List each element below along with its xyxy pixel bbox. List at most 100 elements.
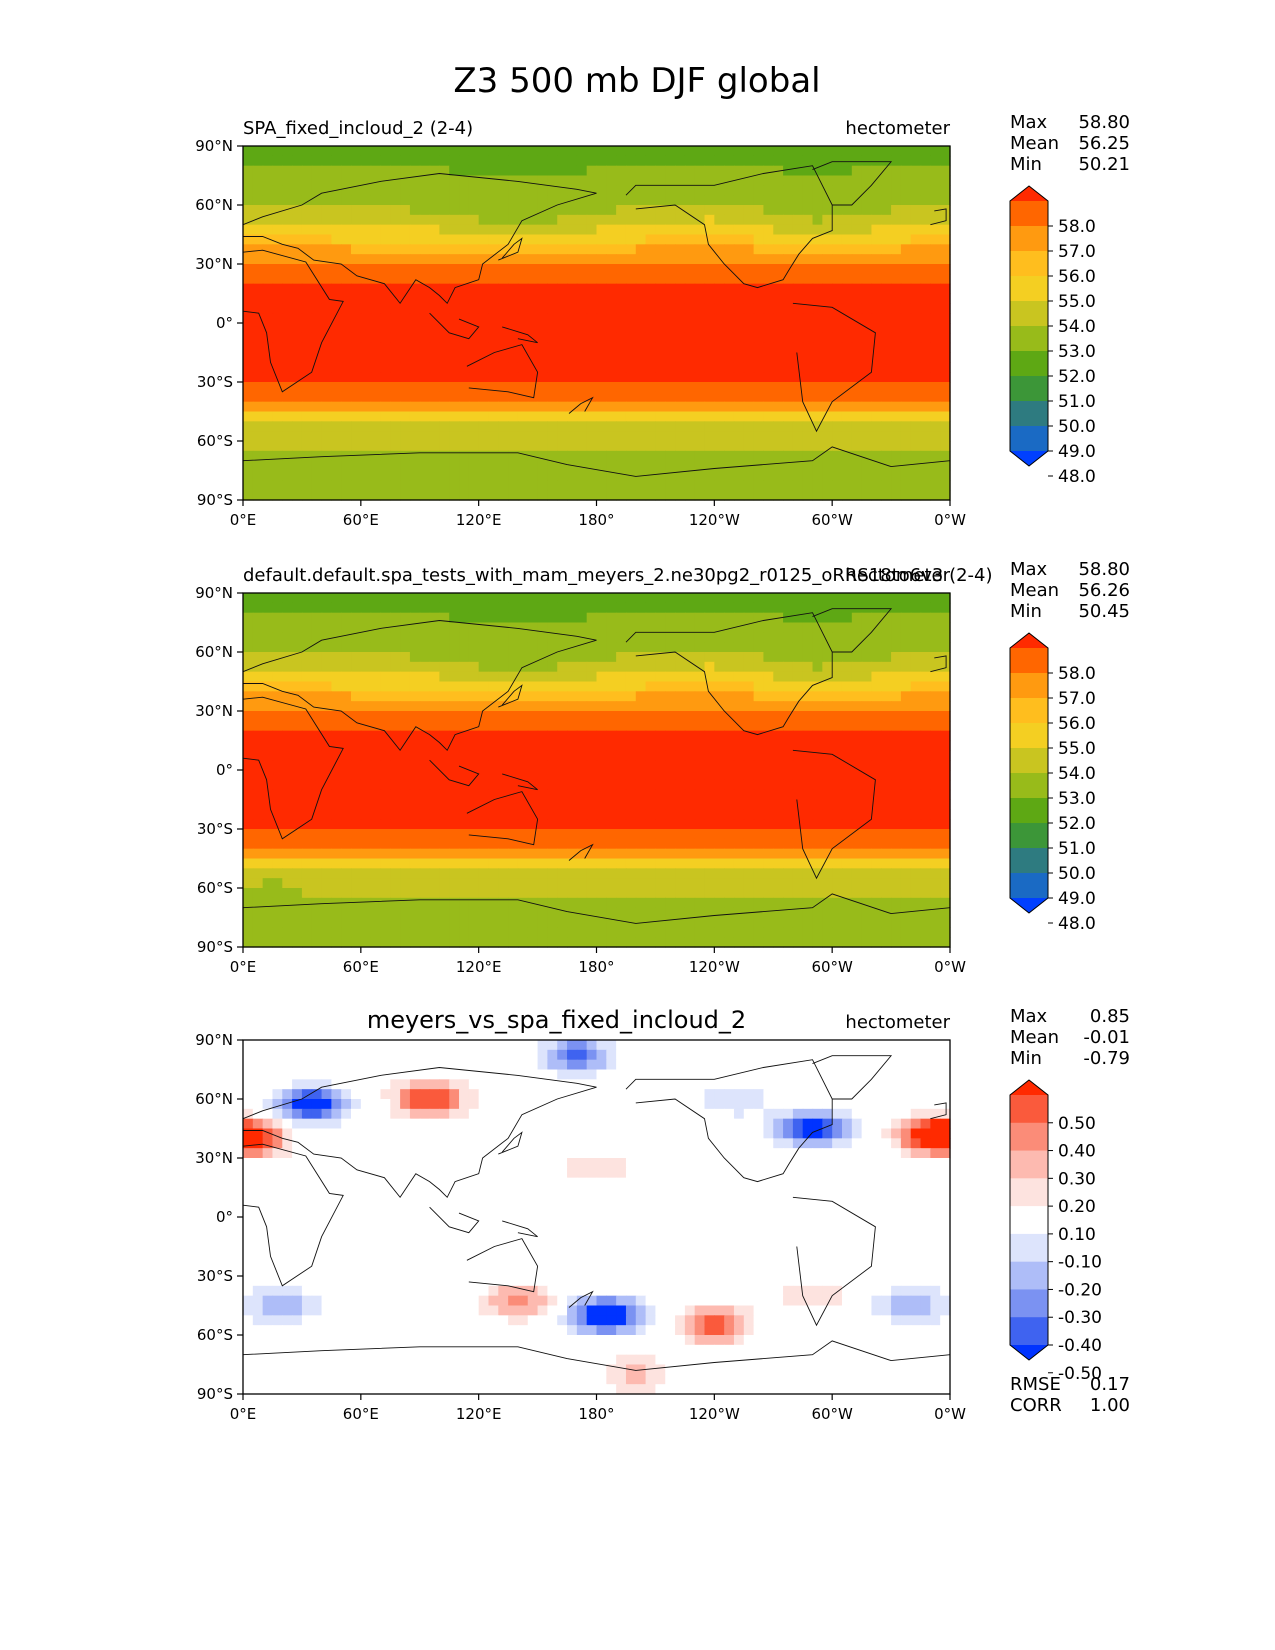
field-cell	[792, 352, 804, 363]
field-cell	[370, 799, 382, 810]
field-cell	[684, 283, 696, 295]
field-cell	[311, 165, 323, 177]
field-cell	[272, 858, 283, 869]
field-cell	[301, 602, 313, 614]
field-cell	[714, 460, 725, 472]
field-cell	[900, 602, 912, 614]
field-cell	[370, 352, 382, 363]
field-cell	[802, 224, 814, 236]
field-cell	[763, 671, 774, 683]
field-cell	[724, 838, 735, 850]
field-cell	[488, 234, 499, 245]
field-cell	[596, 431, 607, 442]
field-cell	[468, 760, 480, 771]
field-cell	[841, 829, 853, 840]
field-cell	[871, 342, 882, 354]
field-cell	[360, 711, 372, 722]
field-cell	[783, 819, 794, 830]
field-cell	[733, 332, 745, 344]
field-cell	[468, 342, 480, 354]
field-cell	[409, 323, 421, 334]
field-cell	[390, 878, 401, 889]
field-cell	[635, 401, 647, 413]
field-cell	[586, 760, 598, 771]
field-cell	[616, 612, 627, 624]
field-cell	[881, 848, 892, 860]
field-cell	[282, 490, 293, 501]
field-cell	[537, 819, 548, 830]
field-cell	[478, 391, 490, 403]
field-cell	[900, 303, 912, 314]
field-cell	[243, 750, 254, 761]
field-cell	[478, 490, 490, 501]
field-cell	[802, 819, 814, 830]
field-cell	[606, 185, 617, 196]
field-cell	[547, 450, 558, 462]
field-cell	[380, 632, 391, 643]
field-cell	[567, 829, 578, 840]
field-cell	[753, 740, 765, 751]
field-cell	[272, 760, 283, 771]
field-cell	[920, 146, 931, 157]
field-cell	[596, 779, 607, 791]
field-cell	[351, 652, 362, 663]
field-cell	[390, 382, 401, 393]
field-cell	[822, 642, 833, 653]
field-cell	[881, 411, 892, 422]
field-cell	[851, 593, 863, 604]
field-cell	[380, 642, 391, 653]
field-cell	[891, 878, 902, 889]
field-cell	[586, 740, 598, 751]
field-cell	[920, 730, 931, 742]
field-cell	[292, 411, 303, 422]
field-cell	[625, 254, 637, 265]
field-cell	[409, 441, 421, 452]
field-cell	[321, 652, 332, 663]
field-cell	[360, 264, 372, 275]
field-cell	[498, 185, 509, 196]
field-cell	[724, 224, 735, 236]
field-cell	[351, 313, 362, 324]
field-cell	[478, 195, 490, 206]
field-cell	[900, 244, 912, 255]
field-cell	[478, 401, 490, 413]
field-cell	[586, 858, 598, 869]
field-cell	[380, 382, 391, 393]
field-cell	[812, 254, 823, 265]
field-cell	[537, 897, 548, 909]
field-cell	[468, 146, 480, 157]
field-cell	[655, 342, 666, 354]
field-cell	[940, 431, 951, 442]
field-cell	[370, 848, 382, 860]
field-cell	[900, 224, 912, 236]
field-cell	[724, 868, 735, 879]
field-cell	[665, 460, 676, 472]
field-cell	[321, 770, 332, 781]
field-cell	[576, 829, 588, 840]
field-cell	[292, 401, 303, 413]
field-cell	[773, 303, 784, 314]
field-cell	[488, 789, 499, 801]
field-cell	[940, 740, 951, 751]
field-cell	[655, 470, 666, 481]
field-cell	[851, 165, 863, 177]
field-cell	[301, 661, 313, 673]
field-cell	[714, 372, 725, 383]
field-cell	[724, 273, 735, 285]
field-cell	[409, 460, 421, 472]
field-cell	[419, 652, 431, 663]
field-cell	[665, 829, 676, 840]
figure-title: Z3 500 mb DJF global	[453, 61, 820, 101]
field-cell	[508, 332, 519, 344]
field-cell	[262, 421, 274, 432]
field-cell	[733, 858, 745, 869]
field-cell	[714, 809, 725, 820]
field-cell	[527, 155, 539, 167]
field-cell	[301, 205, 313, 216]
field-cell	[527, 878, 539, 889]
field-cell	[645, 146, 657, 157]
field-cell	[832, 691, 843, 702]
field-cell	[763, 254, 774, 265]
field-cell	[606, 175, 617, 186]
field-cell	[527, 352, 539, 363]
